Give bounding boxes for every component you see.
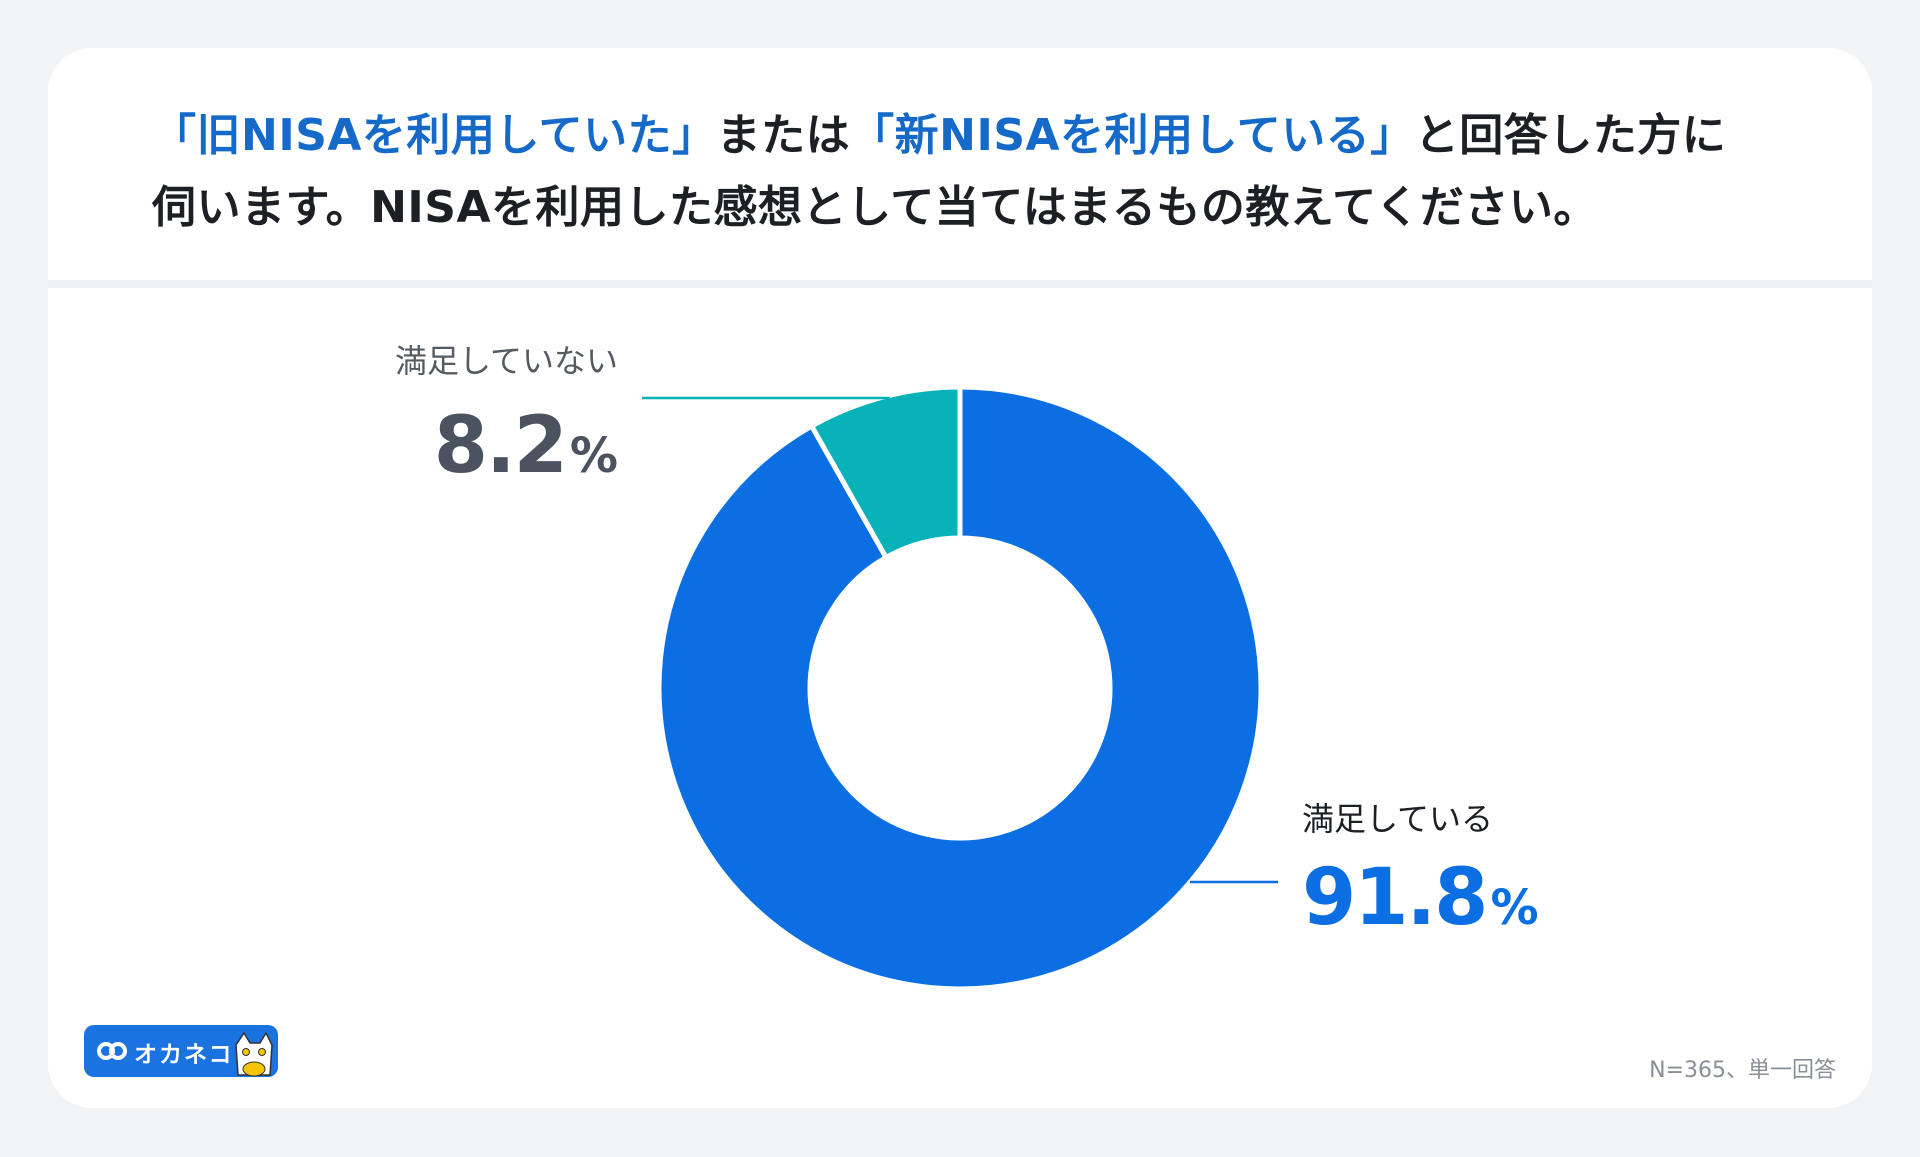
slice-label-0: 満足している xyxy=(1302,800,1493,838)
sample-note: N=365、単一回答 xyxy=(1649,1058,1836,1083)
donut-chart: 満足している 91.8% 満足していない 8.2% xyxy=(395,342,1539,992)
chart-card: 「旧NISAを利用していた」または「新NISAを利用している」と回答した方に 伺… xyxy=(48,48,1872,1108)
donut-slice-0 xyxy=(656,384,1264,992)
question-title: 「旧NISAを利用していた」または「新NISAを利用している」と回答した方に 伺… xyxy=(152,100,1802,244)
question-title-line-2: 伺います。NISAを利用した感想として当てはまるもの教えてください。 xyxy=(152,182,1598,233)
title-segment-old-nisa: 「旧NISAを利用していた」 xyxy=(152,110,717,161)
title-segment-new-nisa: 「新NISAを利用している」 xyxy=(850,110,1415,161)
question-title-line-1: 「旧NISAを利用していた」または「新NISAを利用している」と回答した方に xyxy=(152,100,1802,172)
cat-mascot-icon xyxy=(235,1031,273,1077)
brand-logo: オカネコ xyxy=(84,1025,278,1077)
title-segment-answered: と回答した方に xyxy=(1414,110,1727,161)
donut-slice-1 xyxy=(808,384,963,561)
question-header: 「旧NISAを利用していた」または「新NISAを利用している」と回答した方に 伺… xyxy=(48,48,1872,288)
slice-value-1: 8.2% xyxy=(434,401,618,491)
slice-label-1: 満足していない xyxy=(395,342,618,380)
brand-name: オカネコ xyxy=(134,1042,234,1068)
brand-mark-icon xyxy=(97,1031,273,1077)
slice-value-0: 91.8% xyxy=(1302,853,1539,943)
title-segment-or: または xyxy=(716,110,851,161)
